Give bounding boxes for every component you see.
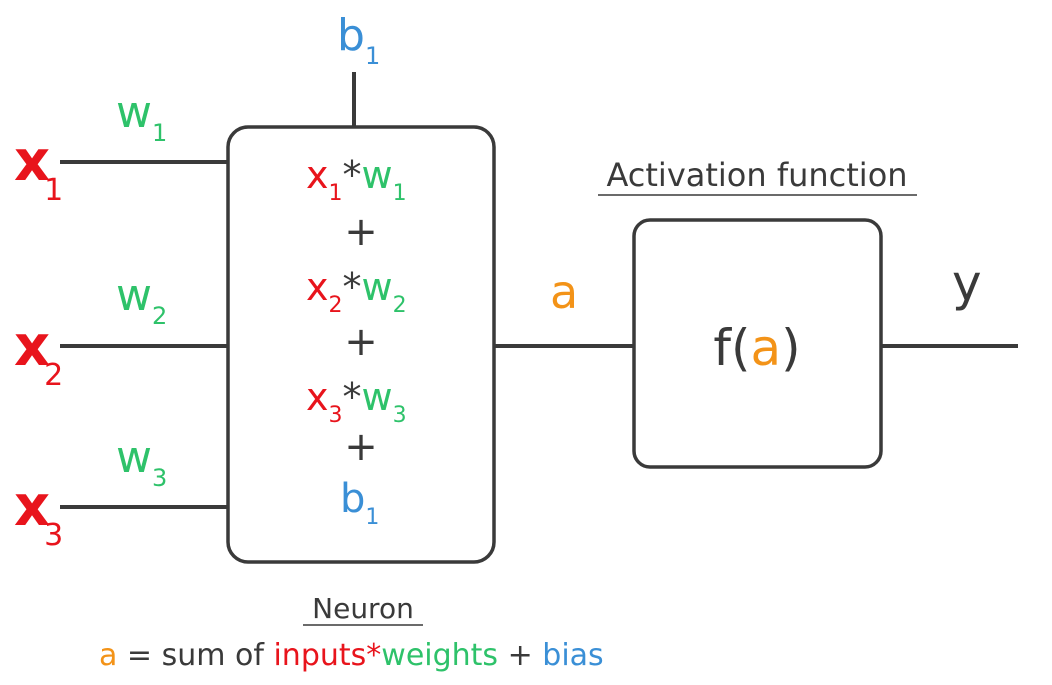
- neuron-term-2: x2*w2: [306, 265, 407, 318]
- input-label-2: x2: [14, 314, 63, 393]
- neuron-plus-3: +: [344, 424, 378, 470]
- bias-index: 1: [365, 42, 380, 70]
- neuron-label: Neuron: [312, 592, 414, 625]
- neuron-plus-1: +: [344, 209, 378, 255]
- activation-input-label: a: [550, 265, 578, 319]
- output-label: y: [952, 254, 982, 312]
- neuron-bias-term: b1: [340, 476, 379, 530]
- input-label-3: x3: [14, 474, 63, 553]
- bias-top-label: b1: [337, 10, 380, 70]
- weight-label-1: w1: [116, 87, 167, 147]
- neuron-plus-2: +: [344, 319, 378, 365]
- activation-formula: f(a): [713, 319, 800, 377]
- neuron-term-3: x3*w3: [306, 375, 407, 428]
- bias-symbol: b: [337, 10, 365, 61]
- activation-box: [632, 218, 883, 469]
- activation-label: Activation function: [606, 156, 907, 194]
- caption: a = sum of inputs*weights + bias: [99, 638, 604, 673]
- neuron-box: [226, 125, 496, 564]
- neuron-term-1: x1*w1: [306, 153, 407, 206]
- weight-label-3: w3: [116, 432, 167, 492]
- input-label-1: x1: [14, 129, 63, 208]
- weight-label-2: w2: [116, 270, 167, 330]
